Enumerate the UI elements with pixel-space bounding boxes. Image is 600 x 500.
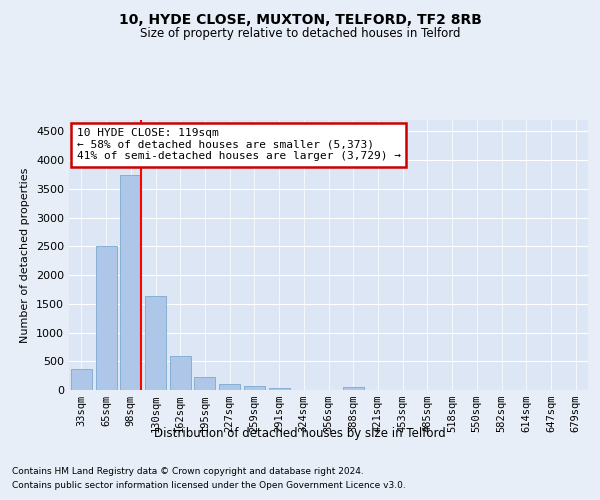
Text: Distribution of detached houses by size in Telford: Distribution of detached houses by size …	[154, 428, 446, 440]
Bar	[120, 174, 141, 390]
Bar	[145, 296, 166, 390]
Bar	[244, 386, 265, 390]
Text: Contains HM Land Registry data © Crown copyright and database right 2024.: Contains HM Land Registry data © Crown c…	[12, 468, 364, 476]
Text: 10, HYDE CLOSE, MUXTON, TELFORD, TF2 8RB: 10, HYDE CLOSE, MUXTON, TELFORD, TF2 8RB	[119, 12, 481, 26]
Bar	[170, 356, 191, 390]
Bar	[95, 246, 116, 390]
Text: 10 HYDE CLOSE: 119sqm
← 58% of detached houses are smaller (5,373)
41% of semi-d: 10 HYDE CLOSE: 119sqm ← 58% of detached …	[77, 128, 401, 162]
Bar	[71, 368, 92, 390]
Bar	[269, 388, 290, 390]
Y-axis label: Number of detached properties: Number of detached properties	[20, 168, 31, 342]
Bar	[343, 387, 364, 390]
Text: Contains public sector information licensed under the Open Government Licence v3: Contains public sector information licen…	[12, 481, 406, 490]
Bar	[194, 377, 215, 390]
Bar	[219, 384, 240, 390]
Text: Size of property relative to detached houses in Telford: Size of property relative to detached ho…	[140, 28, 460, 40]
